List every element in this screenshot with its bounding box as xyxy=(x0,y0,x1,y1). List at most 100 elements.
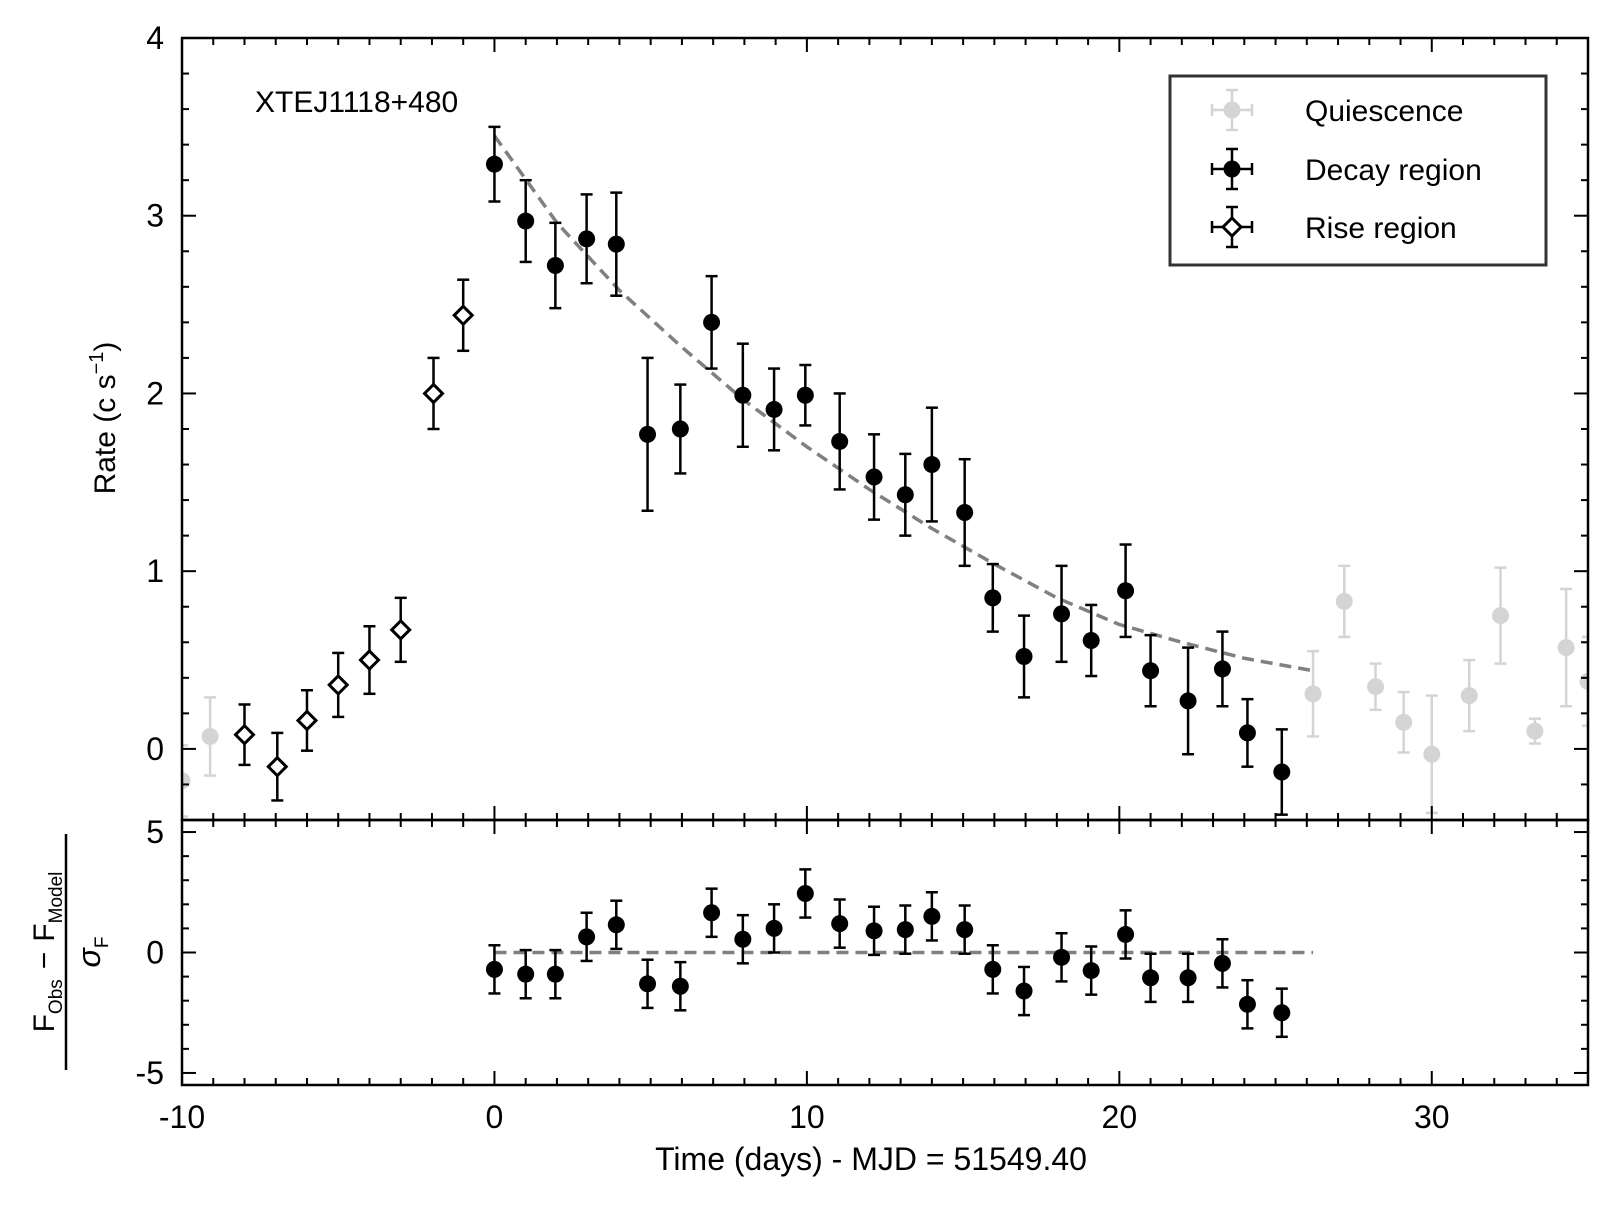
circle-marker xyxy=(703,313,721,331)
model-curve xyxy=(493,134,1314,673)
legend-item-quiescence: Quiescence xyxy=(1210,88,1463,132)
circle-marker xyxy=(485,960,503,978)
residual-point xyxy=(578,911,596,963)
object-annotation: XTEJ1118+480 xyxy=(255,86,458,119)
circle-marker xyxy=(1238,724,1256,742)
decay-point xyxy=(546,221,564,310)
circle-marker xyxy=(703,904,721,922)
decay-point xyxy=(607,191,625,297)
circle-marker xyxy=(1526,722,1544,740)
legend-circle xyxy=(1223,160,1241,178)
circle-marker xyxy=(671,977,689,995)
legend-label-decay: Decay region xyxy=(1305,154,1482,187)
legend-marker-decay xyxy=(1210,147,1254,191)
residual-point xyxy=(923,891,941,942)
residual-label-minus: − xyxy=(28,952,61,970)
diamond-marker xyxy=(389,618,412,641)
decay-point xyxy=(639,356,657,513)
circle-marker xyxy=(1117,925,1135,943)
circle-marker xyxy=(1082,631,1100,649)
circle-marker xyxy=(1460,687,1478,705)
decay-point xyxy=(671,383,689,475)
circle-marker xyxy=(517,965,535,983)
circle-marker xyxy=(1015,982,1033,1000)
circle-marker xyxy=(896,921,914,939)
circle-marker xyxy=(1367,678,1385,696)
circle-marker xyxy=(607,916,625,934)
decay-point xyxy=(1082,603,1100,678)
circle-marker xyxy=(956,504,974,522)
quiescence-point xyxy=(1395,690,1413,754)
circle-marker xyxy=(796,884,814,902)
legend-label-quiescence: Quiescence xyxy=(1305,95,1463,128)
x-tick-label: 0 xyxy=(486,1099,504,1135)
quiescence-point xyxy=(1367,662,1385,712)
legend-label-rise: Rise region xyxy=(1305,212,1457,245)
circle-marker xyxy=(578,230,596,248)
circle-marker xyxy=(765,919,783,937)
circle-marker xyxy=(1053,605,1071,623)
x-tick-label: -10 xyxy=(159,1099,205,1135)
decay-point xyxy=(517,178,535,264)
main-y-label-close: ) xyxy=(89,342,122,352)
circle-marker xyxy=(1179,969,1197,987)
residual-label-sigma: σ xyxy=(71,946,107,967)
legend: Quiescence Decay region Rise region xyxy=(1168,74,1548,267)
circle-marker xyxy=(896,486,914,504)
circle-marker xyxy=(956,921,974,939)
circle-marker xyxy=(1015,647,1033,665)
residual-label-F-model: F xyxy=(28,923,61,941)
residual-point xyxy=(485,944,503,995)
residual-point xyxy=(517,948,535,1000)
circle-marker xyxy=(984,960,1002,978)
circle-marker xyxy=(517,212,535,230)
decay-point xyxy=(703,274,721,370)
quiescence-point xyxy=(1304,649,1322,738)
residual-point xyxy=(765,903,783,954)
rise-point xyxy=(452,278,475,353)
residual-point xyxy=(1082,945,1100,996)
circle-marker xyxy=(831,432,849,450)
decay-point xyxy=(1117,543,1135,639)
rise-point xyxy=(233,703,256,767)
circle-marker xyxy=(1304,685,1322,703)
legend-item-rise: Rise region xyxy=(1210,205,1457,249)
circle-marker xyxy=(984,589,1002,607)
residual-point xyxy=(1213,938,1231,989)
y-tick-label: 2 xyxy=(146,375,164,411)
decay-point xyxy=(578,193,596,285)
residual-point xyxy=(956,904,974,955)
circle-marker xyxy=(734,386,752,404)
residual-label-sigma-sub: F xyxy=(92,937,113,949)
decay-point xyxy=(1015,614,1033,699)
main-panel: 0 1 2 3 4 XTEJ1118+480 Rate (c s−1) xyxy=(86,20,1590,822)
circle-marker xyxy=(1492,607,1510,625)
residual-label-obs-sub: Obs xyxy=(46,979,67,1014)
residual-point xyxy=(546,948,564,1000)
y-tick-label: 1 xyxy=(146,553,164,589)
quiescence-point xyxy=(1492,566,1510,665)
residual-point xyxy=(1179,952,1197,1004)
decay-point xyxy=(1273,728,1291,816)
residual-label-F-obs: F xyxy=(28,1014,61,1032)
res-y-tick-label: 0 xyxy=(146,935,164,971)
diamond-marker xyxy=(358,648,381,672)
main-y-axis-label: Rate (c s−1) xyxy=(86,342,122,495)
decay-point xyxy=(765,367,783,452)
decay-point xyxy=(734,342,752,449)
circle-marker xyxy=(1142,969,1160,987)
circle-marker xyxy=(1053,948,1071,966)
main-axes: 0 1 2 3 4 xyxy=(146,20,1589,821)
circle-marker xyxy=(1557,639,1575,657)
circle-marker xyxy=(765,400,783,418)
main-y-label-text: Rate (c s xyxy=(89,374,122,494)
circle-marker xyxy=(796,386,814,404)
decay-point xyxy=(1238,697,1256,768)
circle-marker xyxy=(1335,592,1353,610)
quiescence-point xyxy=(1526,717,1544,745)
circle-marker xyxy=(865,922,883,940)
residual-y-label-denominator: σF xyxy=(71,937,113,968)
circle-marker xyxy=(639,975,657,993)
diamond-marker xyxy=(422,382,445,405)
